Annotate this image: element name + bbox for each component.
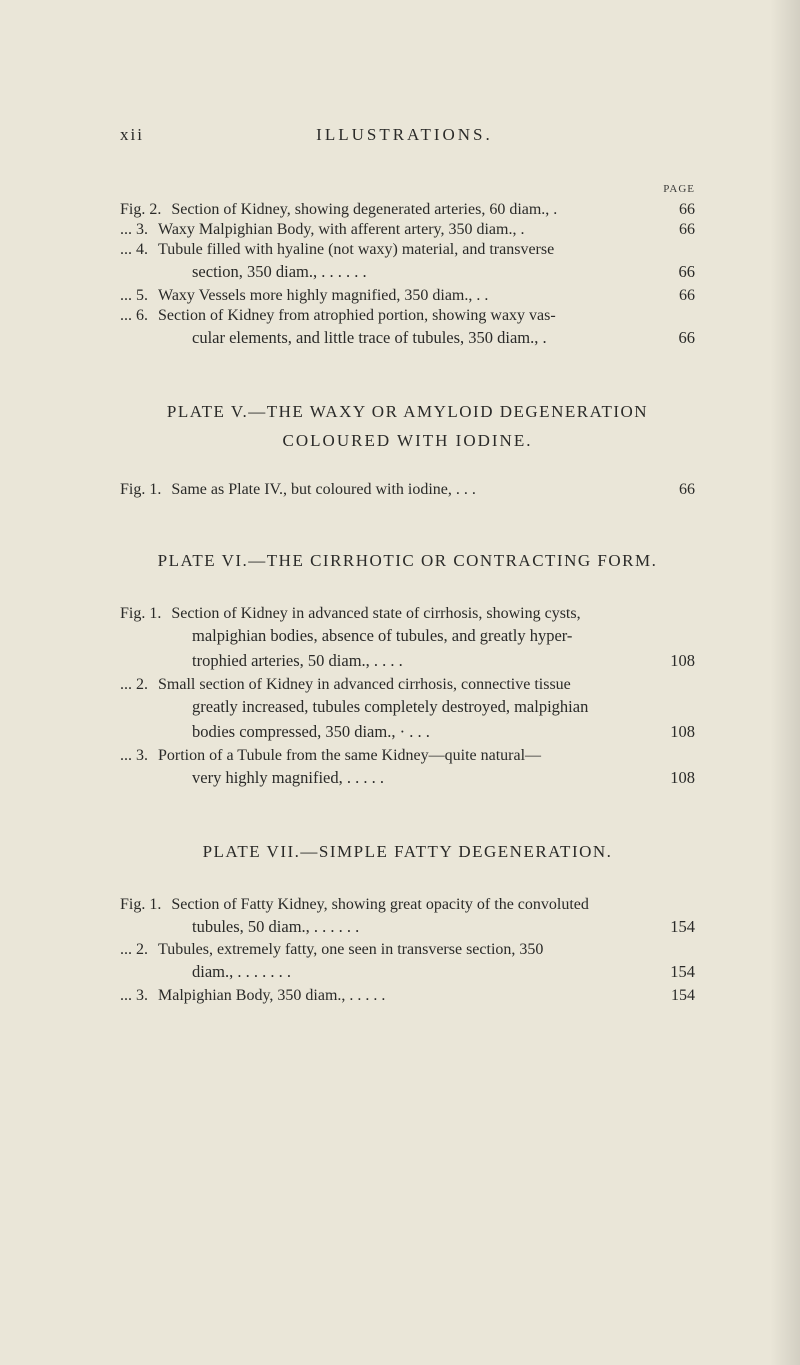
entry-text-cont: cular elements, and little trace of tubu… (192, 325, 547, 351)
entry-text: Tubules, extremely fatty, one seen in tr… (152, 941, 655, 959)
entry-lead: ... 3. (120, 221, 152, 239)
entry-lead: Fig. 2. (120, 201, 165, 219)
entry-lead: ... 2. (120, 941, 152, 959)
running-head: xii ILLUSTRATIONS. (120, 125, 695, 145)
entry-lead: Fig. 1. (120, 896, 165, 914)
plate-title: PLATE VI.—THE CIRRHOTIC OR CONTRACTING F… (120, 547, 695, 574)
entry-text: Section of Kidney in advanced state of c… (165, 605, 655, 623)
entry-text-cont: malpighian bodies, absence of tubules, a… (192, 623, 572, 649)
plate-title: PLATE V.—THE WAXY OR AMYLOID DEGENERATIO… (120, 398, 695, 425)
entry-lead: ... 2. (120, 676, 152, 694)
entry-text: Waxy Malpighian Body, with afferent arte… (152, 221, 655, 239)
entry-text: Section of Kidney from atrophied portion… (152, 307, 655, 325)
entry-lead: ... 4. (120, 241, 152, 259)
entry-text-cont: tubules, 50 diam., . . . . . . (192, 914, 359, 940)
entry-text-cont: bodies compressed, 350 diam., · . . . (192, 719, 430, 745)
entry-page: 66 (655, 221, 695, 239)
entry-page: 108 (655, 765, 695, 791)
entry: Fig. 1. Same as Plate IV., but coloured … (120, 481, 695, 499)
entry-lead: Fig. 1. (120, 481, 165, 499)
entry: ... 2. Tubules, extremely fatty, one see… (120, 941, 695, 985)
entry-text: Portion of a Tubule from the same Kidney… (152, 747, 655, 765)
page-edge-shadow (770, 0, 800, 1365)
entry: Fig. 2. Section of Kidney, showing degen… (120, 201, 695, 219)
running-title: ILLUSTRATIONS. (144, 125, 665, 145)
entry: ... 6. Section of Kidney from atrophied … (120, 307, 695, 351)
entry-page: 66 (655, 325, 695, 351)
entry-page: 154 (655, 959, 695, 985)
entry-lead: ... 5. (120, 287, 152, 305)
entry-page: 66 (655, 481, 695, 499)
folio-number: xii (120, 125, 144, 145)
entry-text-cont: trophied arteries, 50 diam., . . . . (192, 648, 403, 674)
entry: ... 5. Waxy Vessels more highly magnifie… (120, 287, 695, 305)
entry-lead: ... 3. (120, 747, 152, 765)
entry: ... 2. Small section of Kidney in advanc… (120, 676, 695, 745)
entry-page: 108 (655, 719, 695, 745)
entry-text-cont: section, 350 diam., . . . . . . (192, 259, 367, 285)
entry-page: 108 (655, 648, 695, 674)
entry: Fig. 1. Section of Kidney in advanced st… (120, 605, 695, 674)
entry-page: 154 (655, 987, 695, 1005)
plate-title: PLATE VII.—SIMPLE FATTY DEGENERATION. (120, 838, 695, 865)
entry-text: Same as Plate IV., but coloured with iod… (165, 481, 655, 499)
entry-page: 66 (655, 259, 695, 285)
entry-lead: ... 3. (120, 987, 152, 1005)
entry: ... 4. Tubule filled with hyaline (not w… (120, 241, 695, 285)
entry: ... 3. Portion of a Tubule from the same… (120, 747, 695, 791)
entry-page: 66 (655, 201, 695, 219)
entry-text: Waxy Vessels more highly magnified, 350 … (152, 287, 655, 305)
entry: Fig. 1. Section of Fatty Kidney, showing… (120, 896, 695, 940)
entry-page: 154 (655, 914, 695, 940)
entry-lead: ... 6. (120, 307, 152, 325)
page-column-label: PAGE (120, 183, 695, 195)
plate-subtitle: COLOURED WITH IODINE. (120, 431, 695, 451)
page: xii ILLUSTRATIONS. PAGE Fig. 2. Section … (0, 0, 800, 1365)
entry-lead: Fig. 1. (120, 605, 165, 623)
entry-text-cont: greatly increased, tubules completely de… (192, 694, 588, 720)
entry-text: Section of Kidney, showing degenerated a… (165, 201, 655, 219)
entry-text-cont: diam., . . . . . . . (192, 959, 291, 985)
entry-text: Section of Fatty Kidney, showing great o… (165, 896, 655, 914)
entry-text-cont: very highly magnified, . . . . . (192, 765, 384, 791)
entry-text: Small section of Kidney in advanced cirr… (152, 676, 655, 694)
entry-text: Tubule filled with hyaline (not waxy) ma… (152, 241, 655, 259)
entry: ... 3. Malpighian Body, 350 diam., . . .… (120, 987, 695, 1005)
entry: ... 3. Waxy Malpighian Body, with affere… (120, 221, 695, 239)
entry-text: Malpighian Body, 350 diam., . . . . . (152, 987, 655, 1005)
entry-page: 66 (655, 287, 695, 305)
